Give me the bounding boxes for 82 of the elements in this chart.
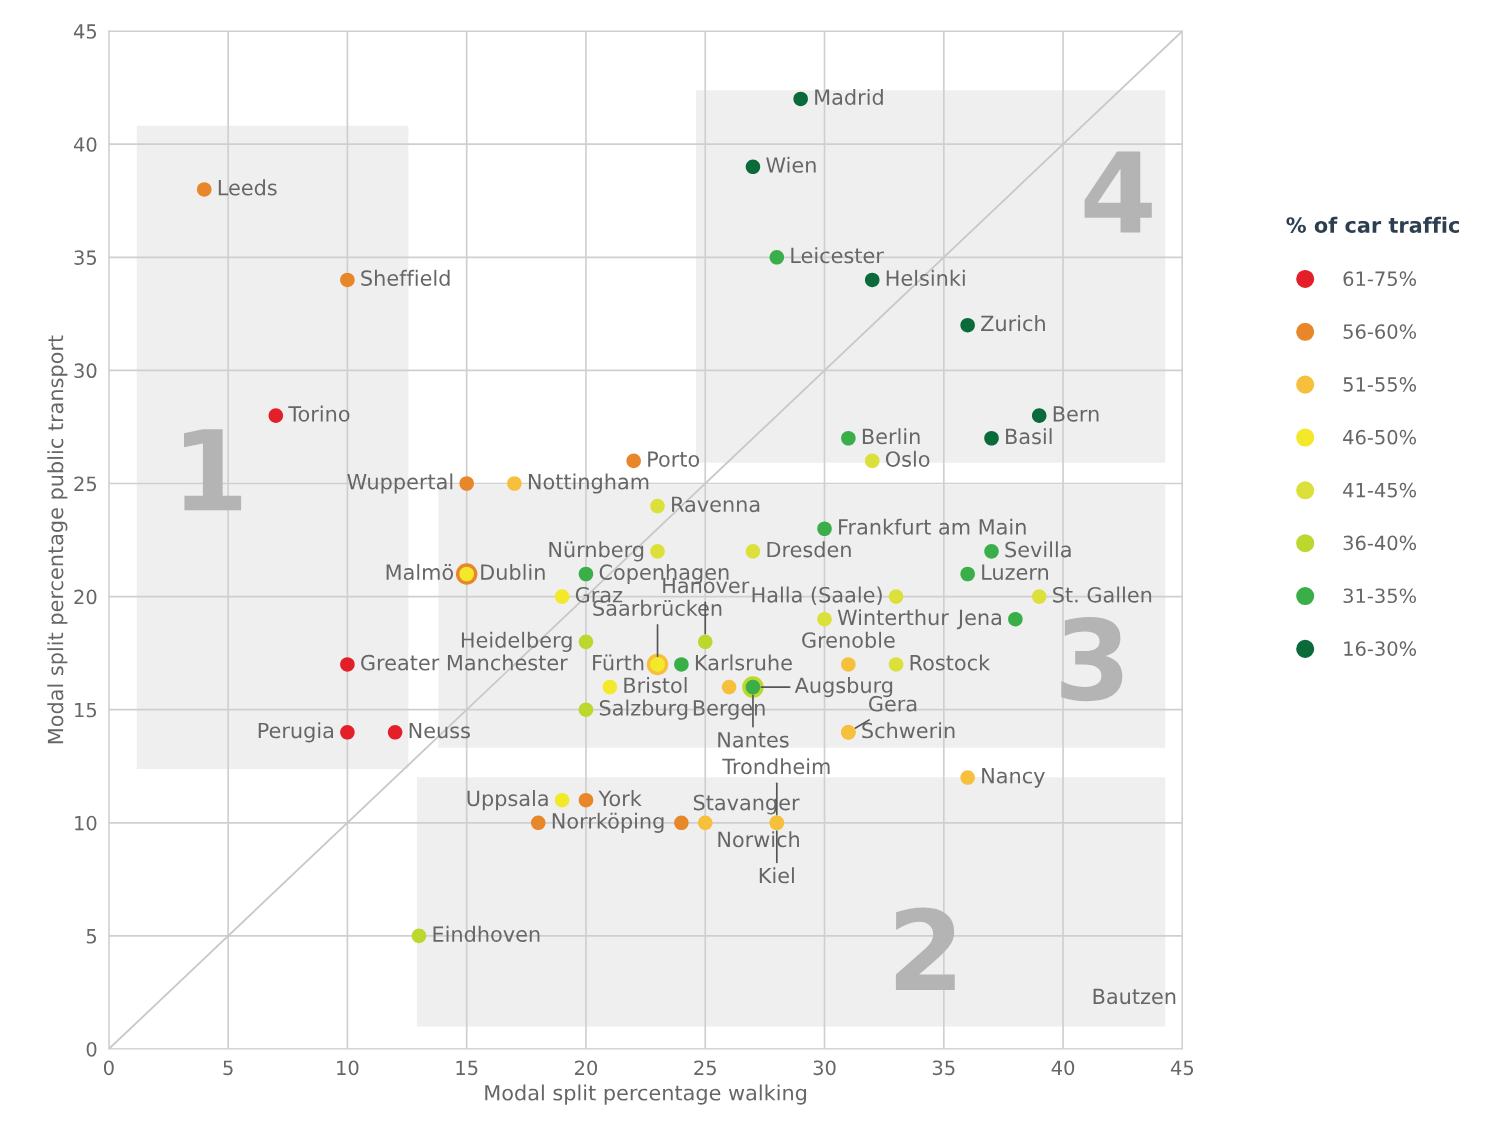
data-label: Bristol: [624, 677, 687, 694]
data-label: Norrköping: [552, 812, 664, 833]
data-label: Luzern: [982, 564, 1048, 581]
data-label: York: [598, 790, 642, 807]
annotation: 1: [183, 429, 242, 511]
legend-label: 16-30%: [1344, 641, 1417, 656]
x-tick-label: 25: [694, 1060, 716, 1076]
data-label: Jena: [956, 609, 1001, 630]
data-label: St. Gallen: [1053, 586, 1152, 603]
data-label: Nantes: [718, 732, 789, 748]
data-label: Nottingham: [528, 473, 649, 494]
data-label: Neuss: [409, 722, 470, 739]
data-label: Schwerin: [862, 722, 955, 739]
data-label: Oslo: [885, 450, 930, 467]
data-label: Perugia: [258, 722, 334, 743]
y-tick-label: 20: [74, 589, 97, 605]
annotation: 4: [1084, 151, 1152, 233]
data-label: Madrid: [815, 88, 883, 106]
legend-label: 46-50%: [1343, 429, 1417, 445]
data-label: Bern: [1053, 406, 1099, 422]
y-tick-label: 0: [86, 1041, 97, 1057]
data-label: Leicester: [791, 247, 884, 264]
x-tick-label: 40: [1051, 1060, 1075, 1076]
data-label: Nancy: [982, 768, 1045, 788]
y-tick-label: 30: [74, 363, 97, 379]
legend-label: 61-75%: [1343, 271, 1417, 287]
data-label: Karlsruhe: [695, 654, 792, 671]
data-label: Greater Manchester: [361, 654, 568, 671]
annotation: 2: [895, 907, 955, 990]
legend-label: 31-35%: [1343, 588, 1417, 604]
data-label: Malmö: [386, 563, 454, 581]
y-tick-label: 40: [73, 137, 97, 152]
y-tick-label: 5: [86, 929, 97, 944]
legend-label: 56-60%: [1343, 324, 1417, 339]
data-label: Rostock: [910, 654, 991, 671]
data-label: Nürnberg: [549, 541, 644, 562]
data-label: Dresden: [767, 541, 851, 558]
x-tick-label: 10: [337, 1060, 359, 1076]
data-label: Sevilla: [1005, 541, 1071, 558]
legend-label: 36-40%: [1343, 535, 1417, 551]
data-label: Eindhoven: [433, 925, 540, 942]
x-tick-label: 15: [456, 1060, 478, 1076]
data-label: Salzburg: [599, 699, 688, 720]
data-label: Helsinki: [886, 269, 965, 286]
y-tick-label: 10: [75, 815, 97, 831]
data-label: Torino: [288, 405, 350, 422]
data-label: Halla (Saale): [752, 586, 882, 606]
x-tick-label: 20: [575, 1060, 598, 1076]
data-label: Zurich: [981, 315, 1045, 332]
y-tick-label: 45: [73, 24, 97, 39]
legend-label: 51-55%: [1343, 377, 1417, 392]
y-tick-label: 25: [74, 476, 97, 492]
data-label: Trondheim: [722, 758, 830, 775]
data-label: Wuppertal: [347, 473, 453, 494]
x-axis-title: Modal split percentage walking: [485, 1084, 807, 1105]
data-label: Dublin: [481, 563, 545, 581]
annotation: 3: [1061, 617, 1123, 702]
data-label: Porto: [648, 451, 700, 467]
x-tick-label: 30: [813, 1060, 836, 1076]
data-label: Basil: [1006, 428, 1052, 445]
x-tick-label: 35: [932, 1060, 955, 1076]
data-label: Kiel: [759, 867, 794, 884]
data-label: Uppsala: [467, 790, 548, 811]
data-label: Fürth: [593, 654, 644, 671]
data-label: Frankfurt am Main: [839, 518, 1026, 535]
y-axis-title: Modal split percentage public transport: [47, 335, 68, 744]
annotation: Bautzen: [1093, 988, 1176, 1005]
data-label: Berlin: [862, 428, 920, 445]
data-label: Leeds: [218, 179, 277, 196]
data-label: Winterthur: [837, 609, 949, 626]
x-tick-label: 45: [1170, 1060, 1194, 1076]
data-label: Heidelberg: [461, 631, 572, 652]
y-tick-label: 15: [75, 702, 97, 718]
data-label: Wien: [766, 156, 816, 173]
legend-label: 41-45%: [1343, 482, 1417, 498]
legend-title: % of car traffic: [1286, 216, 1459, 233]
x-tick-label: 0: [103, 1060, 114, 1076]
x-tick-label: 5: [223, 1060, 233, 1076]
data-label: Ravenna: [672, 496, 760, 513]
data-label: Grenoble: [802, 631, 895, 648]
data-label: Sheffield: [361, 269, 450, 286]
y-tick-label: 35: [74, 250, 97, 265]
